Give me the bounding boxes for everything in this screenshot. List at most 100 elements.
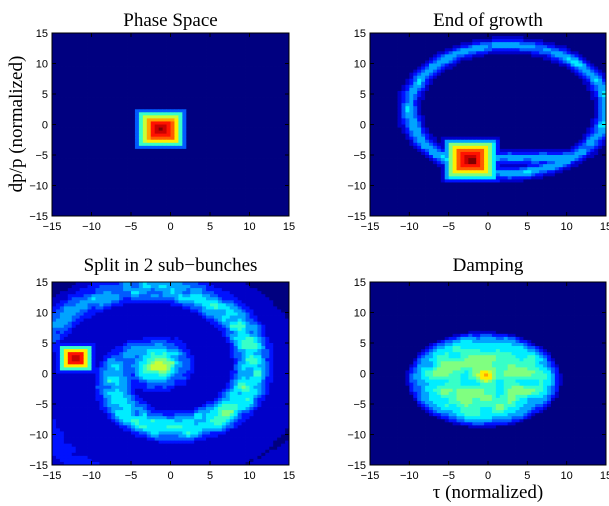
- heatmap-cell: [79, 57, 84, 61]
- heatmap-cell: [134, 173, 140, 177]
- heatmap-cell: [138, 136, 144, 141]
- heatmap-cell: [63, 179, 69, 183]
- heatmap-cell: [119, 97, 124, 101]
- heatmap-cell: [206, 48, 211, 52]
- heatmap-cell: [154, 33, 160, 37]
- heatmap-cell: [79, 167, 84, 171]
- heatmap-cell: [158, 112, 163, 116]
- heatmap-cell: [499, 94, 505, 98]
- heatmap-cell: [210, 48, 215, 52]
- heatmap-cell: [198, 57, 203, 61]
- heatmap-cell: [229, 54, 235, 58]
- heatmap-cell: [221, 103, 227, 107]
- heatmap-cell: [59, 167, 65, 171]
- heatmap-cell: [52, 212, 57, 217]
- heatmap-cell: [241, 90, 246, 95]
- heatmap-cell: [95, 155, 100, 159]
- heatmap-cell: [456, 69, 461, 74]
- heatmap-cell: [229, 103, 235, 107]
- heatmap-cell: [221, 75, 227, 80]
- heatmap-cell: [75, 63, 81, 67]
- heatmap-cell: [178, 136, 183, 141]
- heatmap-cell: [213, 173, 219, 177]
- heatmap-cell: [170, 81, 175, 86]
- heatmap-cell: [91, 161, 96, 165]
- heatmap-cell: [154, 130, 160, 135]
- heatmap-cell: [225, 90, 231, 95]
- heatmap-cell: [83, 145, 88, 150]
- heatmap-cell: [182, 51, 187, 55]
- heatmap-cell: [71, 54, 77, 58]
- heatmap-cell: [269, 167, 274, 171]
- heatmap-cell: [162, 185, 167, 189]
- heatmap-cell: [578, 42, 583, 46]
- heatmap-cell: [194, 127, 199, 131]
- heatmap-cell: [198, 45, 203, 49]
- heatmap-cell: [440, 100, 446, 104]
- heatmap-cell: [134, 182, 140, 186]
- heatmap-cell: [67, 94, 73, 98]
- heatmap-cell: [221, 151, 227, 156]
- heatmap-cell: [190, 33, 195, 37]
- heatmap-cell: [225, 81, 231, 86]
- heatmap-cell: [413, 51, 418, 55]
- heatmap-cell: [582, 81, 587, 86]
- heatmap-cell: [476, 54, 481, 58]
- heatmap-cell: [281, 39, 286, 43]
- heatmap-cell: [210, 90, 215, 95]
- heatmap-cell: [452, 84, 457, 89]
- heatmap-cell: [75, 200, 81, 205]
- heatmap-cell: [170, 60, 175, 64]
- heatmap-cell: [79, 130, 84, 135]
- heatmap-cell: [182, 103, 187, 107]
- heatmap-cell: [198, 87, 203, 92]
- heatmap-cell: [277, 109, 282, 113]
- heatmap-cell: [261, 139, 266, 144]
- heatmap-cell: [401, 78, 406, 83]
- heatmap-cell: [436, 54, 442, 58]
- heatmap-cell: [253, 100, 258, 104]
- heatmap-cell: [186, 155, 191, 159]
- heatmap-cell: [440, 66, 446, 70]
- heatmap-cell: [146, 112, 152, 116]
- heatmap-cell: [202, 151, 207, 156]
- heatmap-cell: [273, 112, 278, 116]
- heatmap-cell: [265, 182, 270, 186]
- heatmap-cell: [79, 69, 84, 74]
- heatmap-cell: [213, 66, 219, 70]
- heatmap-cell: [417, 33, 422, 37]
- heatmap-cell: [210, 203, 215, 208]
- heatmap-cell: [67, 164, 73, 168]
- heatmap-cell: [71, 69, 77, 74]
- heatmap-cell: [52, 164, 57, 168]
- heatmap-cell: [425, 48, 430, 52]
- heatmap-cell: [107, 48, 112, 52]
- heatmap-cell: [229, 176, 235, 180]
- heatmap-cell: [265, 112, 270, 116]
- heatmap-cell: [186, 209, 191, 214]
- heatmap-cell: [225, 60, 231, 64]
- heatmap-cell: [71, 145, 77, 150]
- heatmap-cell: [52, 130, 57, 135]
- y-tick-label: 5: [42, 89, 48, 101]
- heatmap-cell: [103, 185, 108, 189]
- heatmap-cell: [182, 130, 187, 135]
- heatmap-cell: [507, 45, 512, 49]
- heatmap-cell: [99, 209, 104, 214]
- heatmap-cell: [401, 45, 406, 49]
- heatmap-cell: [162, 155, 167, 159]
- heatmap-cell: [55, 158, 61, 162]
- heatmap-cell: [186, 203, 191, 208]
- heatmap-cell: [52, 200, 57, 205]
- heatmap-cell: [174, 176, 179, 180]
- heatmap-cell: [582, 36, 587, 40]
- heatmap-cell: [162, 197, 167, 202]
- heatmap-cell: [138, 200, 144, 205]
- heatmap-cell: [269, 194, 274, 199]
- heatmap-cell: [468, 81, 473, 86]
- heatmap-cell: [103, 155, 108, 159]
- heatmap-cell: [138, 39, 144, 43]
- heatmap-cell: [52, 90, 57, 95]
- heatmap-cell: [499, 48, 505, 52]
- heatmap-cell: [491, 69, 497, 74]
